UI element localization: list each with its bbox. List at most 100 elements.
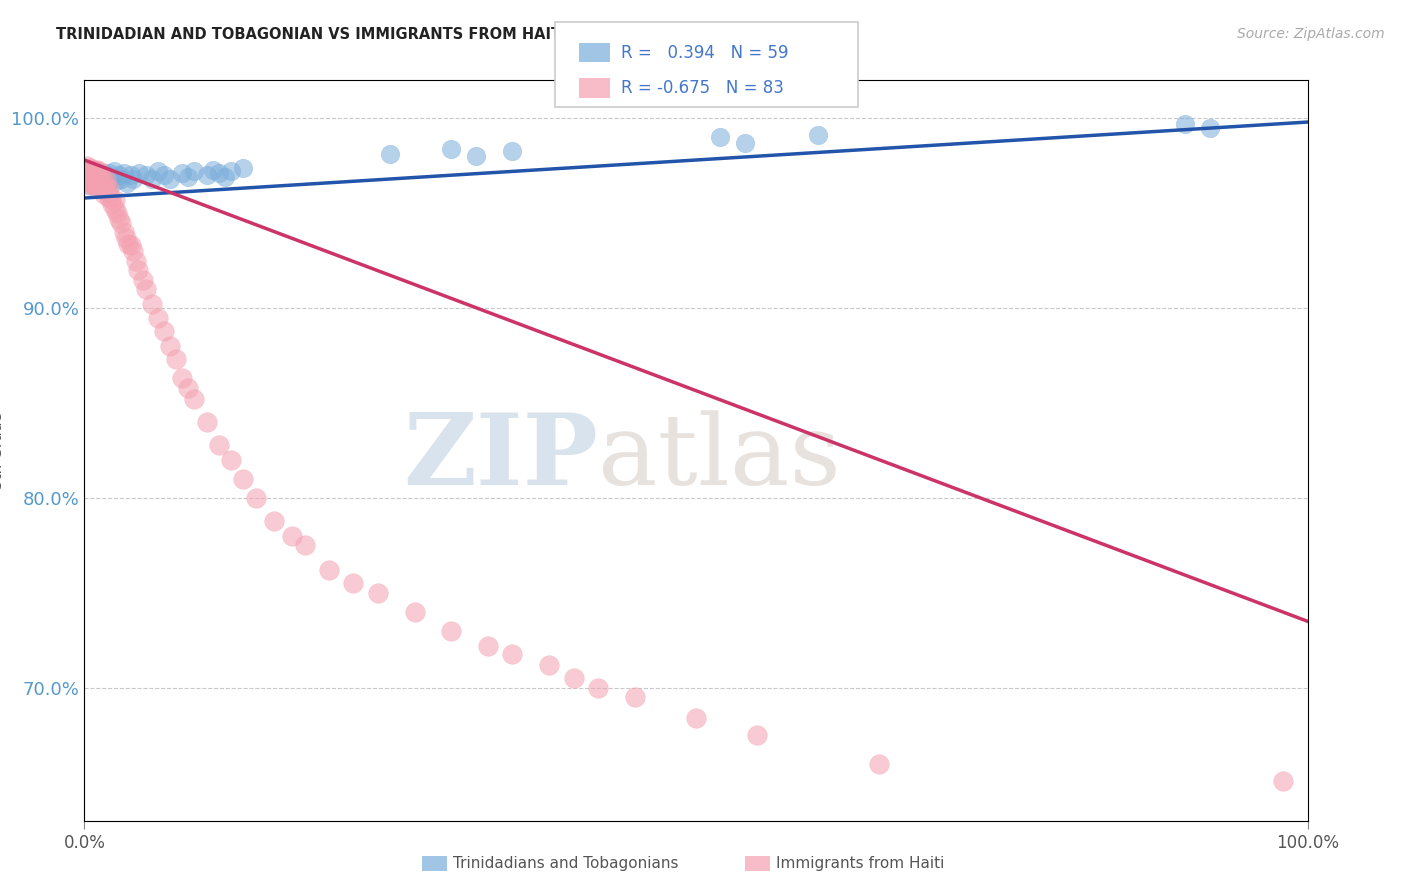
Point: [807, 128, 830, 143]
Point: [86, 178, 108, 192]
Point: [79, 168, 101, 182]
Point: [90, 170, 112, 185]
Point: [80, 166, 103, 180]
Point: [562, 671, 585, 685]
Point: [208, 166, 231, 180]
Point: [477, 639, 499, 653]
Point: [79, 161, 101, 175]
Point: [87, 168, 110, 182]
Point: [83, 168, 105, 182]
Point: [105, 206, 128, 220]
Point: [82, 172, 104, 186]
Point: [153, 168, 176, 182]
Point: [232, 472, 254, 486]
Point: [440, 142, 463, 156]
Point: [97, 176, 120, 190]
Point: [183, 164, 205, 178]
Text: Source: ZipAtlas.com: Source: ZipAtlas.com: [1237, 27, 1385, 41]
Point: [120, 168, 142, 182]
Point: [77, 170, 100, 185]
Text: Trinidadians and Tobagonians: Trinidadians and Tobagonians: [453, 856, 678, 871]
Point: [122, 172, 145, 186]
Point: [77, 166, 100, 180]
Point: [208, 438, 231, 452]
Point: [342, 576, 364, 591]
Point: [101, 196, 124, 211]
Point: [294, 538, 316, 552]
Point: [93, 172, 115, 186]
Point: [195, 168, 218, 182]
Point: [91, 166, 114, 180]
Point: [367, 586, 389, 600]
Point: [1198, 120, 1220, 135]
Point: [76, 168, 98, 182]
Point: [112, 166, 135, 180]
Point: [586, 681, 609, 695]
Point: [112, 225, 135, 239]
Point: [77, 176, 100, 190]
Point: [89, 170, 111, 185]
Point: [89, 179, 111, 194]
Point: [79, 174, 101, 188]
Point: [115, 231, 138, 245]
Point: [747, 728, 769, 742]
Point: [117, 236, 139, 251]
Point: [100, 191, 122, 205]
Point: [538, 657, 561, 672]
Point: [869, 756, 891, 771]
Point: [86, 164, 108, 178]
Point: [87, 168, 110, 182]
Point: [263, 514, 285, 528]
Point: [177, 170, 200, 185]
Point: [97, 181, 120, 195]
Point: [103, 164, 125, 178]
Point: [89, 174, 111, 188]
Point: [172, 371, 194, 385]
Point: [83, 178, 105, 192]
Point: [120, 238, 142, 252]
Point: [82, 162, 104, 177]
Point: [232, 161, 254, 175]
Point: [94, 183, 117, 197]
Point: [83, 174, 105, 188]
Point: [96, 181, 118, 195]
Point: [83, 164, 105, 178]
Point: [97, 191, 120, 205]
Point: [87, 176, 110, 190]
Point: [685, 711, 707, 725]
Point: [104, 202, 127, 217]
Point: [141, 297, 163, 311]
Point: [183, 392, 205, 407]
Point: [110, 172, 132, 186]
Point: [153, 324, 176, 338]
Point: [214, 170, 236, 185]
Point: [219, 164, 242, 178]
Point: [380, 147, 402, 161]
Point: [90, 176, 112, 190]
Point: [107, 211, 129, 226]
Point: [86, 162, 108, 177]
Text: atlas: atlas: [598, 410, 841, 506]
Point: [177, 381, 200, 395]
Point: [82, 166, 104, 180]
Point: [404, 605, 426, 619]
Text: Immigrants from Haiti: Immigrants from Haiti: [776, 856, 945, 871]
Point: [84, 164, 107, 178]
Point: [93, 178, 115, 192]
Point: [159, 172, 181, 186]
Point: [80, 164, 103, 178]
Text: R = -0.675   N = 83: R = -0.675 N = 83: [621, 79, 785, 97]
Point: [80, 176, 103, 190]
Point: [502, 647, 524, 661]
Point: [87, 178, 110, 192]
Point: [135, 168, 157, 182]
Point: [93, 187, 115, 202]
Point: [128, 166, 150, 180]
Point: [440, 624, 463, 638]
Point: [146, 310, 169, 325]
Point: [87, 164, 110, 178]
Point: [91, 176, 114, 190]
Point: [281, 529, 304, 543]
Point: [97, 166, 120, 180]
Point: [122, 244, 145, 259]
